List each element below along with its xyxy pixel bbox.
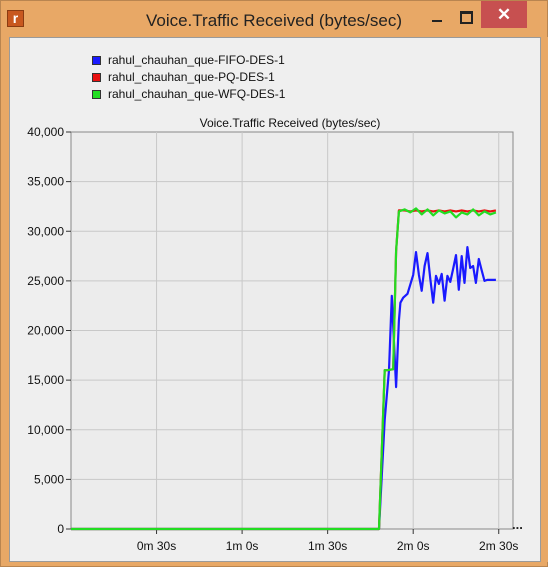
y-axis: 0 5,000 10,000 15,000 20,000 25,000 30,000 35,0…: [27, 125, 71, 536]
x-tick-label: 1m 0s: [226, 539, 259, 553]
maximize-button[interactable]: [452, 1, 478, 28]
app-icon[interactable]: r: [7, 10, 24, 27]
minimize-button[interactable]: [423, 1, 449, 28]
window-title: Voice.Traffic Received (bytes/sec): [145, 11, 403, 30]
series-lines: [71, 207, 497, 531]
y-tick-label: 20,000: [27, 324, 64, 338]
y-tick-label: 35,000: [27, 175, 64, 189]
series-line-3: [71, 207, 497, 531]
legend-swatch: [92, 90, 101, 99]
x-tick-label: 1m 30s: [308, 539, 347, 553]
y-tick-label: 40,000: [27, 125, 64, 139]
x-tick-label: 2m 30s: [479, 539, 518, 553]
legend-label: rahul_chauhan_que-FIFO-DES-1: [108, 53, 285, 67]
x-tick-label: 2m 0s: [397, 539, 430, 553]
series-line-1: [71, 246, 496, 531]
title-bar[interactable]: r Voice.Traffic Received (bytes/sec) ✕: [1, 1, 547, 35]
grid: [71, 132, 513, 529]
y-tick-label: 15,000: [27, 373, 64, 387]
more-data-marker[interactable]: ...: [512, 517, 523, 532]
y-tick-label: 5,000: [34, 472, 64, 486]
legend-label: rahul_chauhan_que-WFQ-DES-1: [108, 87, 286, 101]
window-edge: [541, 37, 548, 562]
chart-title: Voice.Traffic Received (bytes/sec): [200, 116, 381, 130]
legend-swatch: [92, 73, 101, 82]
y-tick-label: 25,000: [27, 274, 64, 288]
line-chart: Voice.Traffic Received (bytes/sec) 0 5,00…: [27, 116, 523, 553]
close-button[interactable]: ✕: [481, 1, 527, 28]
x-tick-label: 0m 30s: [137, 539, 176, 553]
legend-label: rahul_chauhan_que-PQ-DES-1: [108, 70, 275, 84]
y-tick-label: 0: [57, 522, 64, 536]
x-axis: 0m 30s 1m 0s 1m 30s 2m 0s 2m 30s: [137, 529, 518, 553]
legend-swatch: [92, 56, 101, 65]
chart-panel: rahul_chauhan_que-FIFO-DES-1 rahul_chauh…: [9, 37, 541, 562]
y-tick-label: 10,000: [27, 423, 64, 437]
y-tick-label: 30,000: [27, 224, 64, 238]
